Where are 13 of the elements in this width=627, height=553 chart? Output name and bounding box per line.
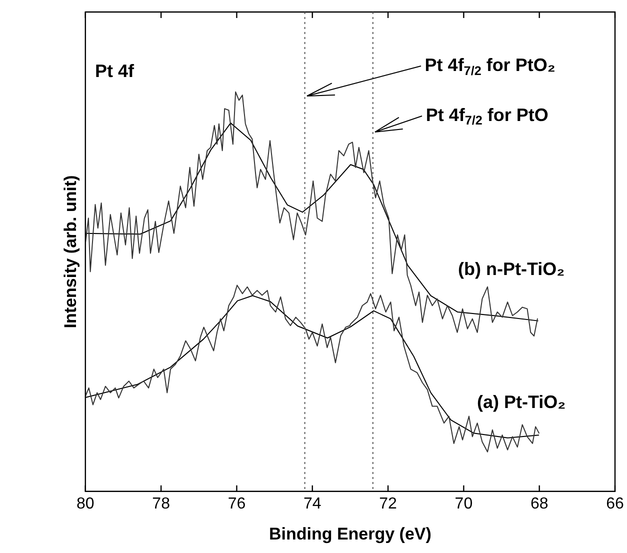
x-axis-title: Binding Energy (eV) (268, 524, 432, 544)
x-tick-label: 74 (303, 495, 322, 512)
annotation: (b) n-Pt-TiO₂ (458, 258, 565, 279)
x-tick-label: 70 (454, 495, 473, 512)
x-tick-label: 80 (76, 495, 94, 512)
annotation: (a) Pt-TiO₂ (477, 392, 566, 412)
y-axis-title: Intensity (arb. unit) (60, 175, 80, 328)
x-tick-label: 76 (228, 495, 246, 512)
text: Pt 4f (95, 60, 136, 81)
x-tick-label: 72 (379, 495, 398, 512)
x-tick-label: 68 (530, 495, 548, 512)
x-tick-label: 66 (606, 495, 624, 512)
x-tick-label: 78 (152, 495, 170, 512)
